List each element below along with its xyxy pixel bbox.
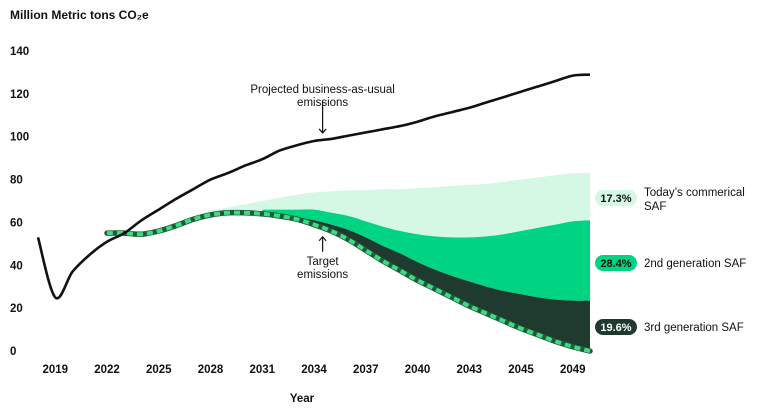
x-tick-label: 2022 [94,364,120,376]
area-2nd-generation-saf [262,209,590,301]
series-share-label: 19.6% [600,322,631,334]
x-tick-label: 2049 [560,364,586,376]
x-tick-label: 2028 [198,364,224,376]
areas-layer [193,172,591,351]
y-tick-label: 40 [10,260,23,272]
series-name-label: Today’s commerical [644,187,745,199]
series-name-label: 2nd generation SAF [644,258,746,270]
y-tick-label: 80 [10,175,23,187]
y-tick-label: 140 [10,46,29,58]
bau-emissions-line [36,73,591,300]
y-tick-label: 120 [10,89,29,101]
x-tick-label: 2025 [146,364,172,376]
series-share-pill [595,255,637,271]
y-axis-title: Million Metric tons CO₂e [10,8,149,22]
series-share-label: 28.4% [600,258,631,270]
x-ticks: 2019 2022 2025 2028 2031 2034 2037 2040 2043 2045… [42,364,585,376]
x-tick-label: 2045 [508,364,534,376]
area-today-s-commerical-saf [193,172,591,238]
y-tick-label: 100 [10,132,29,144]
series-labels: 17.3% Today’s commerical SAF 28.4% 2nd gener… [595,187,746,335]
x-tick-label: 2037 [353,364,379,376]
target-emissions-line [106,210,591,353]
series-share-pill [595,319,637,335]
annotation-target-arrowhead [318,235,327,242]
annotations: Projected business-as-usual emissionsTarg… [250,84,394,281]
series-share-pill [595,190,637,206]
y-tick-label: 20 [10,303,23,315]
y-tick-label: 60 [10,217,23,229]
y-ticks: 0 20 40 60 80 100 120 140 [10,46,29,358]
x-tick-label: 2040 [405,364,431,376]
annotation-bau-line: Projected business-as-usual [250,84,394,96]
x-tick-label: 2034 [301,364,327,376]
x-axis-title: Year [290,393,315,405]
series-name-label: 3rd generation SAF [644,322,744,334]
y-tick-label: 0 [10,346,16,358]
x-tick-label: 2019 [42,364,68,376]
annotation-bau-arrowhead [318,128,327,134]
series-share-label: 17.3% [600,193,631,205]
lines-layer [36,73,593,354]
x-tick-label: 2043 [456,364,482,376]
annotation-target-line: Target [307,256,340,268]
series-name-label: SAF [644,201,666,213]
x-tick-label: 2031 [249,364,275,376]
annotation-target-line: emissions [297,269,348,281]
